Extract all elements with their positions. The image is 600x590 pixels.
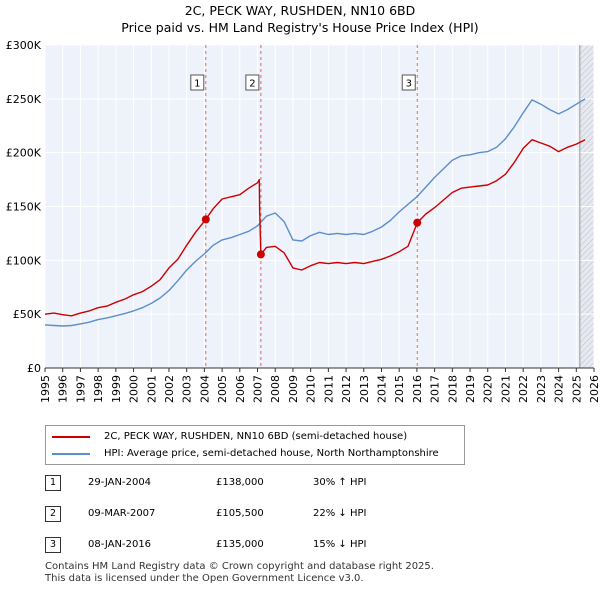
x-tick-label: 2019 [464,375,477,403]
x-tick-label: 2003 [181,375,194,403]
y-tick-label: £200K [6,147,42,160]
x-tick-label: 2016 [411,375,424,403]
sale-marker-label: 3 [406,79,412,90]
y-tick-label: £150K [6,201,42,214]
x-tick-label: 2005 [216,375,229,403]
sale-marker-box [190,74,205,91]
legend-item-property: 2C, PECK WAY, RUSHDEN, NN10 6BD (semi-de… [52,430,407,444]
legend-swatch-hpi [52,453,90,455]
x-tick-label: 1997 [74,375,87,403]
x-tick-label: 2011 [322,375,335,403]
x-tick-label: 2002 [163,375,176,403]
transaction-date: 08-JAN-2016 [88,539,152,550]
sale-marker-label: 1 [194,79,200,90]
legend-swatch-property [52,436,90,438]
x-tick-label: 2024 [553,375,566,403]
sale-point [413,218,422,227]
legend-item-hpi: HPI: Average price, semi-detached house,… [52,447,439,461]
x-tick-label: 2023 [535,375,548,403]
transaction-price: £135,000 [216,539,264,550]
y-tick-label: £300K [6,39,42,52]
transaction-hpi: 30% ↑ HPI [313,477,367,488]
chart-title: 2C, PECK WAY, RUSHDEN, NN10 6BD [184,3,416,18]
x-tick-label: 2006 [234,375,247,403]
transaction-date: 29-JAN-2004 [88,477,152,488]
transaction-date: 09-MAR-2007 [88,508,156,519]
x-tick-label: 2009 [287,375,300,403]
x-tick-label: 2010 [305,375,318,403]
footer-license: This data is licensed under the Open Gov… [45,573,364,584]
transaction-hpi: 22% ↓ HPI [313,508,367,519]
x-tick-label: 1996 [57,375,70,403]
x-tick-label: 1998 [92,375,105,403]
price-chart: £0 £50K £100K £150K £200K £250K £300K 1995 1996 1… [6,39,600,403]
x-tick-label: 1999 [110,375,123,403]
legend-label-hpi: HPI: Average price, semi-detached house,… [104,448,439,459]
x-tick-label: 2008 [269,375,282,403]
x-tick-label: 2018 [446,375,459,403]
sale-marker-box [401,74,416,91]
x-tick-label: 1995 [39,375,52,403]
transaction-number: 1 [45,475,61,491]
y-tick-label: £100K [6,254,42,267]
x-tick-label: 2001 [145,375,158,403]
x-tick-label: 2012 [340,375,353,403]
sale-marker-label: 2 [249,79,255,90]
y-tick-label: £0 [27,362,41,375]
x-tick-label: 2022 [517,375,530,403]
transaction-hpi: 15% ↓ HPI [313,539,367,550]
x-tick-label: 2017 [429,375,442,403]
x-tick-label: 2020 [482,375,495,403]
chart-subtitle: Price paid vs. HM Land Registry's House … [121,20,479,35]
transaction-number: 2 [45,506,61,522]
hpi-line [44,98,586,327]
transaction-price: £105,500 [216,508,264,519]
property-price-line [44,139,586,317]
x-tick-label: 2025 [570,375,583,403]
sale-point [201,215,210,224]
legend-label-property: 2C, PECK WAY, RUSHDEN, NN10 6BD (semi-de… [104,431,408,442]
x-tick-label: 2021 [499,375,512,403]
x-tick-label: 2014 [375,375,388,403]
x-tick-label: 2000 [128,375,141,403]
x-tick-label: 2007 [252,375,265,403]
y-tick-label: £250K [6,93,42,106]
x-tick-label: 2015 [393,375,406,403]
sale-marker-box [245,74,260,91]
transaction-price: £138,000 [216,477,264,488]
x-tick-label: 2026 [588,375,600,403]
transaction-number: 3 [45,537,61,553]
chart-legend: 2C, PECK WAY, RUSHDEN, NN10 6BD (semi-de… [45,425,465,465]
x-tick-label: 2004 [198,375,211,403]
sale-point [256,250,265,259]
y-tick-label: £50K [13,308,42,321]
footer-copyright: Contains HM Land Registry data © Crown c… [45,561,434,572]
x-tick-label: 2013 [358,375,371,403]
